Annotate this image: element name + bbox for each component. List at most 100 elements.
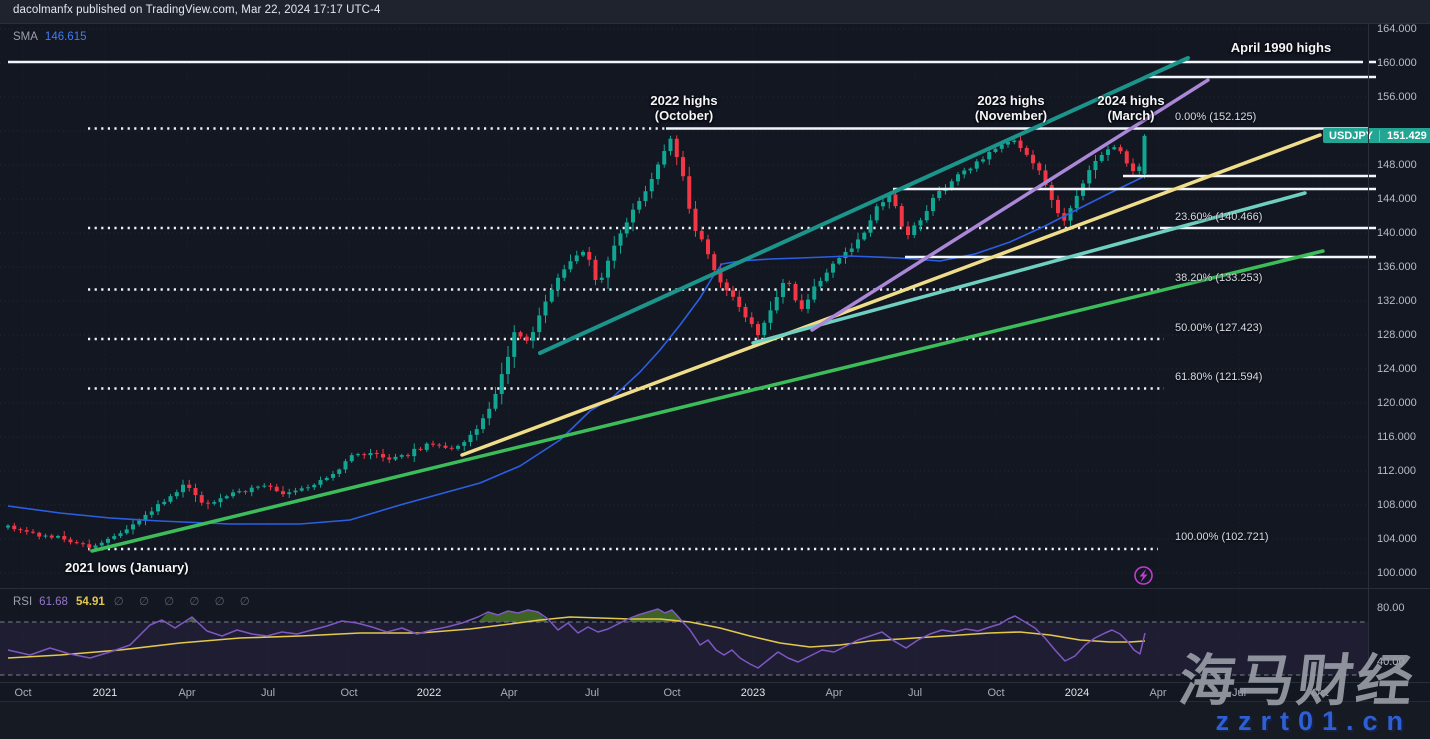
time-axis-tick: Oct	[1311, 687, 1329, 699]
price-axis-tick: 136.000	[1377, 261, 1417, 273]
candle-body	[656, 164, 660, 180]
candle-body	[474, 429, 479, 435]
publish-header: dacolmanfx published on TradingView.com,…	[0, 0, 1430, 24]
candle-body	[87, 544, 92, 548]
candle-body	[24, 530, 29, 532]
candle-body	[418, 448, 423, 450]
candle-body	[6, 525, 10, 528]
annotation-line: 2022 highs	[650, 93, 718, 108]
candle-body	[387, 457, 392, 460]
rsi-empty-values: ∅ ∅ ∅ ∅ ∅ ∅	[113, 596, 256, 608]
candle-body	[931, 197, 935, 212]
candle-body	[893, 194, 898, 207]
candle-body	[337, 469, 342, 474]
candle-body	[806, 299, 810, 309]
candle-body	[981, 159, 985, 162]
price-axis-tick: 124.000	[1377, 363, 1417, 375]
candle-body	[774, 297, 779, 311]
candlestick-series	[6, 134, 1147, 552]
rsi-axis-tick: 40.00	[1377, 656, 1405, 668]
candle-body	[37, 532, 42, 537]
candle-body	[618, 233, 623, 246]
candle-body	[818, 280, 823, 287]
price-axis-tick: 164.000	[1377, 23, 1417, 35]
rsi-line[interactable]	[7, 608, 1146, 669]
candle-body	[118, 533, 123, 537]
candle-body	[1112, 147, 1117, 150]
time-axis[interactable]: Oct 2021 Apr Jul Oct 2022 Apr Jul Oct 2023 Apr Jul O…	[0, 683, 1368, 701]
time-axis-tick: Jul	[584, 687, 600, 699]
candle-body	[887, 194, 892, 203]
candle-body	[12, 525, 17, 530]
aqua-support[interactable]	[751, 191, 1307, 345]
candle-body	[143, 514, 148, 521]
purple-channel-support[interactable]	[810, 78, 1210, 332]
candle-body	[543, 301, 548, 316]
candle-body	[1043, 170, 1048, 186]
fib-level-label: 61.80% (121.594)	[1175, 371, 1263, 383]
candle-body	[168, 496, 173, 502]
candle-body	[1106, 149, 1110, 155]
candle-body	[862, 232, 867, 240]
rsi-overbought-fill	[478, 610, 548, 622]
rsi-axis-tick: 80.00	[1377, 602, 1405, 614]
price-axis-tick: 132.000	[1377, 295, 1417, 307]
teal-channel-resistance[interactable]	[538, 56, 1190, 355]
candle-body	[112, 536, 117, 539]
candle-body	[812, 286, 817, 300]
fib-level-label: 23.60% (140.466)	[1175, 211, 1263, 223]
candle-body	[412, 448, 417, 457]
rsi-indicator-legend[interactable]: RSI 61.68 54.91 ∅ ∅ ∅ ∅ ∅ ∅	[13, 594, 256, 608]
candle-body	[1099, 154, 1104, 161]
candle-body	[712, 254, 717, 271]
candle-body	[1142, 135, 1147, 174]
candle-body	[349, 455, 354, 462]
time-axis-tick: 2022	[416, 687, 442, 699]
candle-body	[587, 251, 592, 260]
price-axis-divider	[1368, 23, 1369, 683]
footer-divider	[0, 701, 1430, 702]
rsi-band-fill	[0, 622, 1368, 675]
candle-body	[324, 477, 329, 481]
candle-body	[206, 502, 210, 504]
sma-indicator-legend[interactable]: SMA 146.615	[13, 31, 87, 43]
candle-body	[462, 442, 467, 446]
fib-level-label: 0.00% (152.125)	[1175, 111, 1257, 123]
yellow-support[interactable]	[460, 133, 1322, 457]
badge-symbol: USDJPY	[1323, 129, 1381, 142]
pane-divider-main-rsi[interactable]	[0, 588, 1430, 589]
candle-body	[224, 496, 229, 499]
candle-body	[799, 300, 804, 309]
candle-body	[856, 239, 860, 249]
candle-body	[218, 498, 223, 503]
annotation: April 1990 highs	[1231, 40, 1331, 55]
candle-body	[93, 545, 98, 548]
green-long-term-support[interactable]	[90, 249, 1325, 553]
candle-body	[1024, 147, 1029, 155]
candle-body	[493, 393, 498, 409]
candle-body	[699, 230, 704, 240]
sma-value: 146.615	[44, 31, 87, 43]
candle-body	[1118, 147, 1123, 152]
candle-body	[293, 490, 298, 493]
candle-body	[268, 485, 273, 487]
price-axis-tick: 144.000	[1377, 193, 1417, 205]
candle-body	[156, 504, 160, 512]
sma-line[interactable]	[7, 176, 1144, 525]
time-axis-tick: Oct	[340, 687, 358, 699]
candle-body	[231, 492, 235, 497]
candle-body	[781, 282, 785, 298]
candle-body	[899, 206, 904, 227]
annotation-line: (October)	[654, 108, 714, 123]
time-axis-tick: Jul	[260, 687, 276, 699]
candle-body	[837, 258, 842, 264]
candle-body	[687, 176, 692, 209]
lightning-icon	[1134, 566, 1153, 585]
fib-level-label: 38.20% (133.253)	[1175, 272, 1263, 284]
rsi-ma-line[interactable]	[7, 616, 1146, 659]
annotation-line: 2024 highs	[1097, 93, 1165, 108]
price-axis[interactable]: 164.000 160.000 156.000 148.000 144.000 140.0…	[1369, 23, 1430, 682]
candle-body	[849, 248, 854, 252]
candle-body	[356, 454, 360, 456]
